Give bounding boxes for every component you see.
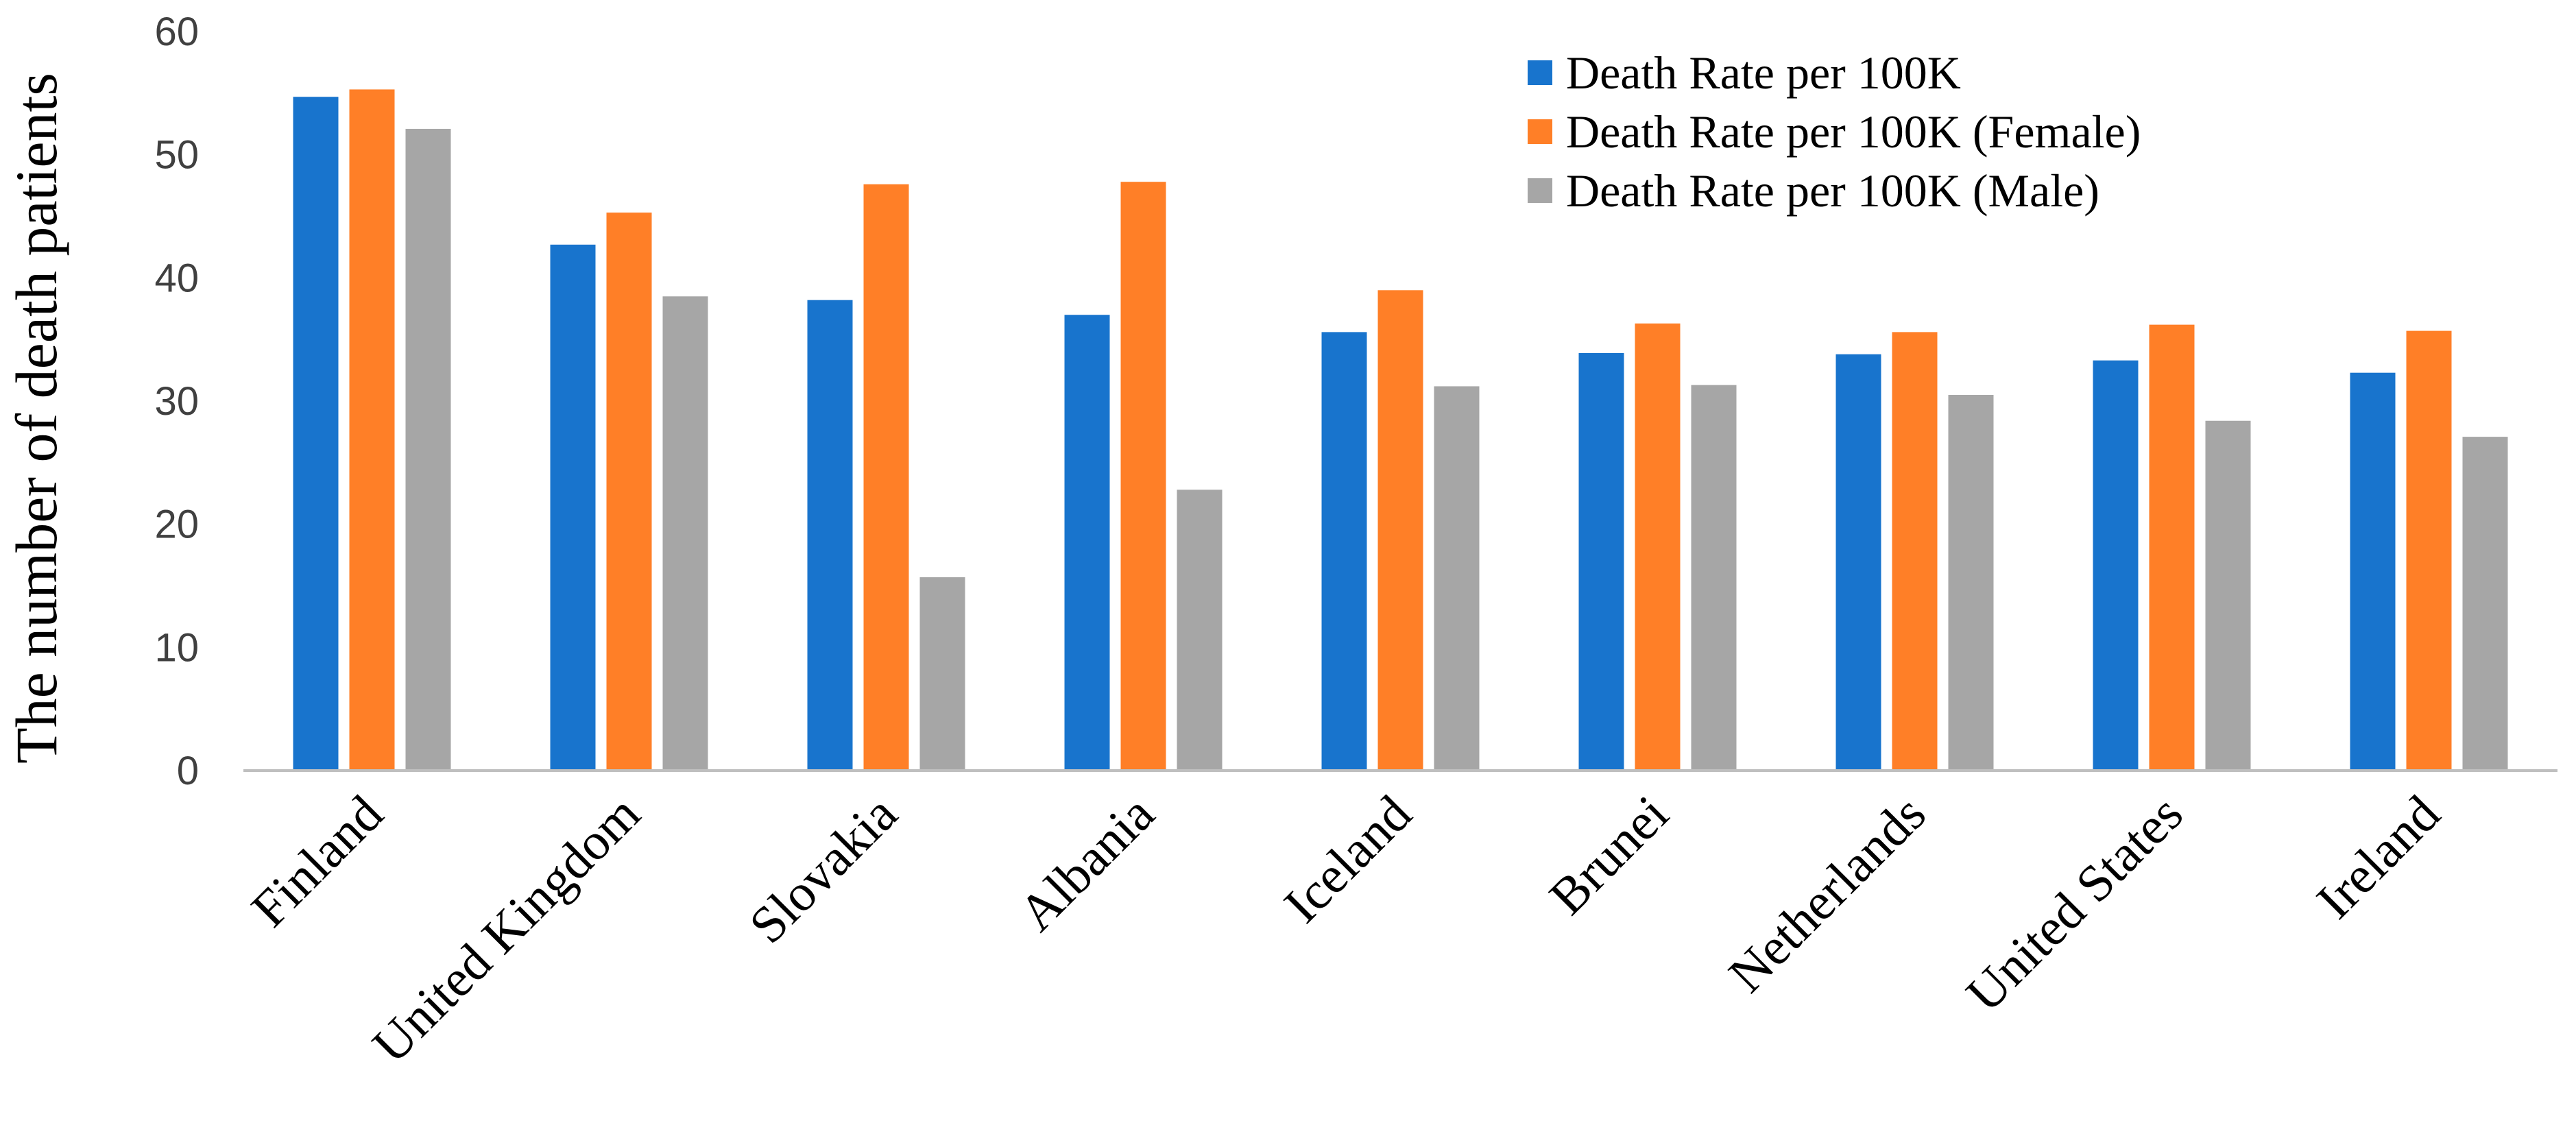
y-tick-label-40: 40 (154, 256, 199, 300)
bar-united-states-series-1 (2093, 360, 2139, 771)
y-tick-label-20: 20 (154, 503, 199, 547)
legend: Death Rate per 100K Death Rate per 100K (… (1528, 47, 2141, 217)
y-tick-label-60: 60 (154, 10, 199, 54)
y-tick-label-30: 30 (154, 379, 199, 424)
bar-brunei-series-1 (1578, 352, 1624, 771)
x-tick-label-united-kingdom: United Kingdom (361, 785, 651, 1074)
bar-iceland-series-3 (1434, 386, 1480, 771)
x-tick-label-netherlands: Netherlands (1718, 785, 1936, 1004)
bar-albania-series-2 (1120, 182, 1166, 771)
bar-united-kingdom-series-2 (606, 213, 652, 771)
bar-albania-series-3 (1177, 490, 1223, 771)
bar-netherlands-series-1 (1835, 354, 1881, 771)
x-tick-label-albania: Albania (1008, 785, 1166, 943)
bar-iceland-series-1 (1321, 332, 1367, 771)
bar-netherlands-series-2 (1892, 332, 1938, 771)
y-tick-label-10: 10 (154, 625, 199, 670)
legend-label-1: Death Rate per 100K (1566, 47, 1961, 99)
bar-iceland-series-2 (1377, 290, 1423, 771)
legend-label-3: Death Rate per 100K (Male) (1566, 165, 2099, 217)
bar-united-states-series-2 (2149, 324, 2195, 771)
bar-finland-series-3 (405, 128, 451, 771)
x-tick-label-iceland: Iceland (1273, 785, 1423, 934)
y-axis-label: The number of death patients (3, 73, 69, 764)
x-tick-label-ireland: Ireland (2306, 785, 2451, 930)
bar-ireland-series-1 (2350, 372, 2396, 771)
bar-slovakia-series-1 (807, 300, 853, 771)
legend-swatch-3 (1528, 178, 1552, 203)
legend-swatch-2 (1528, 119, 1552, 144)
bar-brunei-series-3 (1691, 385, 1737, 771)
x-tick-label-finland: Finland (241, 785, 394, 939)
x-tick-label-united-states: United States (1955, 785, 2193, 1023)
bar-brunei-series-2 (1635, 323, 1681, 771)
x-tick-label-slovakia: Slovakia (738, 785, 908, 954)
bars (293, 89, 2508, 771)
bar-slovakia-series-3 (919, 577, 965, 771)
bar-united-kingdom-series-1 (550, 244, 596, 771)
bar-united-kingdom-series-3 (662, 296, 708, 771)
bar-ireland-series-2 (2406, 330, 2452, 771)
bar-slovakia-series-2 (863, 184, 909, 771)
y-axis-ticks: 0 10 20 30 40 50 60 (154, 10, 199, 793)
bar-albania-series-1 (1064, 315, 1110, 771)
bar-ireland-series-3 (2462, 437, 2508, 771)
bar-united-states-series-3 (2205, 420, 2251, 771)
y-tick-label-50: 50 (154, 133, 199, 178)
bar-netherlands-series-3 (1948, 395, 1994, 771)
bar-finland-series-1 (293, 97, 339, 771)
y-tick-label-0: 0 (177, 749, 199, 793)
x-tick-label-brunei: Brunei (1539, 785, 1680, 926)
bar-finland-series-2 (349, 89, 395, 771)
legend-label-2: Death Rate per 100K (Female) (1566, 106, 2141, 158)
legend-swatch-1 (1528, 60, 1552, 85)
